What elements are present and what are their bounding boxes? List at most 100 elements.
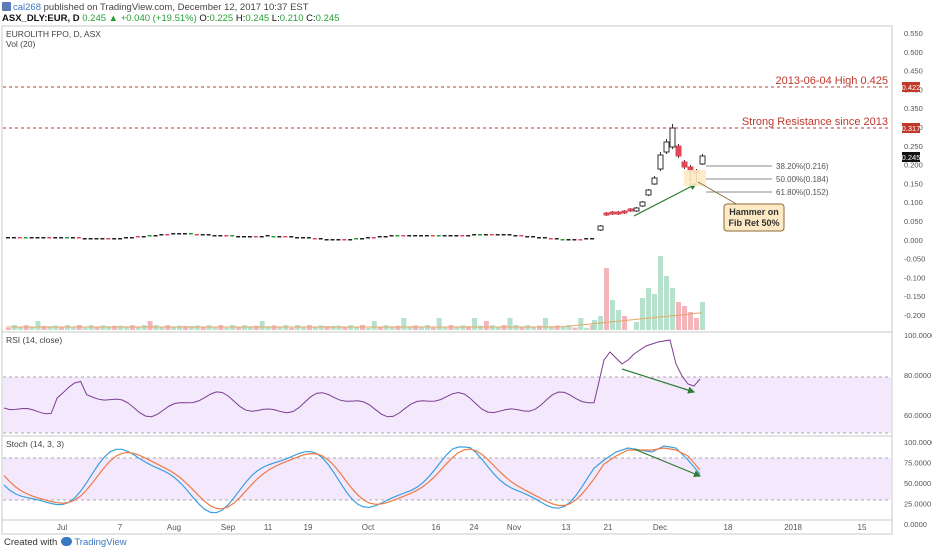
rsi-divergence-arrow[interactable] [621, 368, 696, 394]
time-axis[interactable] [1, 519, 893, 535]
candle [507, 234, 512, 236]
rsi-axis[interactable]: 100.0000 80.0000 60.0000 [904, 331, 932, 420]
volume-bar [283, 325, 289, 330]
time-tick: 18 [724, 523, 733, 532]
volume-bar [460, 325, 466, 330]
rsi-line [3, 339, 701, 418]
candle [277, 236, 282, 238]
candle [141, 236, 146, 238]
chart-area[interactable]: Hammer on Fib Ret 50% 2013-06-04 High 0.… [0, 24, 932, 536]
volume-bar [289, 327, 295, 330]
candle [348, 239, 353, 241]
candle [383, 236, 388, 238]
candle [627, 208, 634, 212]
volume-bar [271, 325, 277, 330]
candle [129, 237, 134, 239]
price-axis[interactable]: 0.5500.5000.4500.4000.3500.3000.2500.200… [904, 29, 925, 320]
volume-bar [616, 310, 621, 330]
candle [171, 233, 176, 235]
candle [11, 237, 16, 239]
volume-bar [424, 325, 430, 330]
volume-bar [301, 327, 306, 330]
volume-bar [135, 327, 141, 330]
stoch-tick: 0.0000 [904, 520, 927, 529]
candle [224, 235, 229, 237]
volume-bar [336, 325, 342, 330]
candle [253, 236, 258, 238]
stoch-axis[interactable]: 100.0000 75.0000 50.0000 25.0000 0.0000 [904, 438, 932, 529]
candle [360, 238, 364, 240]
volume-bar [230, 325, 236, 330]
volume-bar [360, 325, 365, 330]
volume-bar [513, 325, 519, 330]
candle [354, 238, 359, 240]
callout-box[interactable] [723, 203, 785, 232]
price-trend-arrow[interactable] [633, 183, 698, 217]
candle [147, 235, 152, 237]
candle [159, 234, 164, 236]
volume-bar [670, 288, 675, 330]
vol-pane-title: Vol (20) [6, 39, 35, 49]
candle [597, 225, 604, 231]
stoch-pane-title: Stoch (14, 3, 3) [6, 439, 64, 449]
volume-bar [566, 325, 572, 330]
volume-bar [652, 294, 657, 330]
candle [118, 238, 123, 240]
tradingview-logo-icon [61, 537, 73, 546]
volume-bar [23, 325, 29, 330]
volume-bar [483, 321, 489, 330]
published-text: published on TradingView.com, December 1… [43, 2, 309, 13]
volume-bar [436, 318, 442, 330]
candle [621, 210, 628, 214]
candle [584, 238, 589, 240]
high-price-badge [902, 82, 920, 92]
time-tick: 16 [432, 523, 441, 532]
candle [560, 239, 565, 241]
candle [633, 207, 640, 212]
volume-bar [383, 325, 389, 330]
volume-bar [640, 298, 645, 330]
volume-bar [507, 318, 513, 330]
volume-bar [389, 326, 395, 330]
candle [466, 235, 471, 237]
volume-bar [537, 325, 542, 330]
volume-bar [171, 326, 177, 330]
volume-bar [153, 325, 159, 330]
time-tick: 21 [604, 523, 613, 532]
candle [88, 238, 93, 240]
time-tick: 15 [858, 523, 867, 532]
candle [572, 239, 577, 241]
footer-created: Created with [4, 537, 58, 548]
candle [519, 235, 524, 237]
candle [489, 234, 494, 236]
candle [188, 233, 193, 235]
footer-brand-link[interactable]: TradingView [74, 537, 127, 548]
candle [212, 235, 217, 237]
candle [59, 237, 64, 239]
ohlc-h-label: H: [235, 13, 246, 24]
time-tick: Sep [221, 523, 236, 532]
volume-bar [501, 325, 507, 330]
candle [460, 235, 465, 237]
volume-bar [554, 325, 560, 330]
volume-bar [694, 318, 699, 330]
chart-canvas[interactable]: Hammer on Fib Ret 50% 2013-06-04 High 0.… [0, 24, 932, 536]
time-tick: Dec [653, 523, 667, 532]
candle [306, 237, 311, 239]
volume-bar [519, 327, 525, 330]
price-tick: 0.100 [904, 198, 923, 207]
price-change: 0.245 ▲ +0.040 (+19.51%) [82, 13, 197, 24]
volume-bar [466, 326, 472, 330]
candle [330, 239, 335, 241]
volume-bar [53, 325, 59, 330]
stoch-divergence-arrow[interactable] [633, 448, 702, 478]
price-tick: 0.550 [904, 29, 923, 38]
stoch-tick: 75.0000 [904, 459, 931, 468]
volume-bar [100, 325, 106, 330]
candle [430, 235, 435, 237]
candle [153, 235, 158, 237]
price-tick: 0.250 [904, 142, 923, 151]
volume-bar [542, 318, 548, 330]
author-link[interactable]: cal268 [13, 2, 41, 13]
volume-bar [700, 302, 705, 330]
